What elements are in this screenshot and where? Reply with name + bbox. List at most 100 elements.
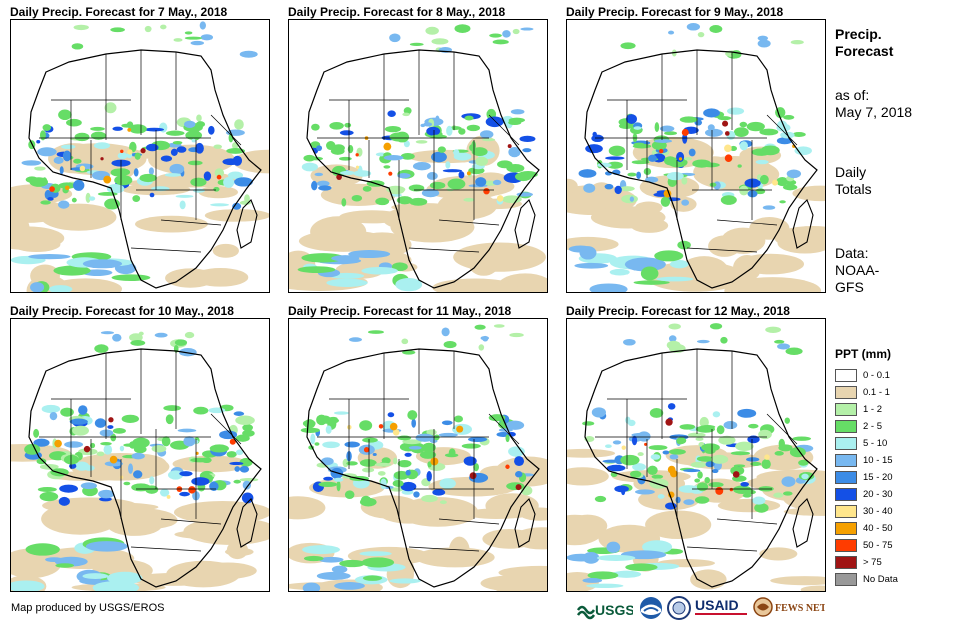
rain-cell <box>301 162 318 172</box>
rain-cell <box>427 461 432 468</box>
totals-line: Daily <box>835 164 867 180</box>
dry-patch <box>465 508 528 520</box>
rain-cell <box>419 450 437 459</box>
rain-cell <box>704 476 710 484</box>
rain-cell <box>314 172 324 177</box>
rain-cell <box>794 146 812 156</box>
rain-cell <box>439 500 447 505</box>
rain-cell <box>729 145 738 152</box>
totals-block: Daily Totals <box>835 164 872 198</box>
legend-swatch <box>835 386 857 399</box>
rain-cell <box>479 130 494 139</box>
rain-cell <box>134 152 141 160</box>
rain-cell <box>690 461 707 468</box>
rain-cell <box>408 184 425 192</box>
rain-cell <box>632 463 647 471</box>
rain-cell <box>85 192 91 203</box>
rain-cell <box>710 454 729 464</box>
rain-cell <box>112 126 123 131</box>
dry-patch <box>173 501 269 524</box>
rain-cell <box>333 477 344 482</box>
rain-cell <box>662 450 670 455</box>
fews-net-logo-text: FEWS NET <box>775 603 825 614</box>
rain-cell <box>21 160 42 166</box>
rain-cell <box>782 491 793 496</box>
rain-cell <box>39 491 59 502</box>
heavy-rain-cell <box>644 442 648 446</box>
rain-band <box>587 571 619 580</box>
rain-cell <box>318 185 332 191</box>
rain-cell <box>679 424 696 430</box>
rain-cell <box>179 348 197 357</box>
rain-cell <box>777 343 790 350</box>
dry-patch <box>792 185 825 202</box>
rain-cell <box>592 131 597 138</box>
rain-cell <box>49 411 58 421</box>
rain-cell <box>747 190 758 198</box>
heavy-rain-cell <box>140 148 146 154</box>
rain-cell <box>505 420 525 430</box>
country-border <box>210 114 242 146</box>
rain-cell <box>341 198 347 207</box>
rain-cell <box>401 338 409 345</box>
rain-cell <box>393 457 398 465</box>
rain-cell <box>39 130 46 141</box>
rain-cell <box>340 170 356 176</box>
rain-cell <box>696 482 709 492</box>
rain-cell <box>235 449 244 456</box>
rain-cell <box>73 158 82 164</box>
rain-cell <box>697 471 703 479</box>
rain-cell <box>687 432 706 438</box>
rain-cell <box>37 487 57 492</box>
rain-cell <box>745 489 756 495</box>
rain-cell <box>114 175 133 186</box>
rain-band <box>609 268 630 276</box>
rain-cell <box>58 496 70 506</box>
precip-map <box>10 318 270 592</box>
rain-cell <box>64 441 84 448</box>
rain-cell <box>161 436 171 447</box>
heavy-rain-cell <box>229 438 236 445</box>
rain-band <box>611 570 642 578</box>
rain-cell <box>717 116 732 121</box>
dry-patch <box>567 178 578 194</box>
rain-cell <box>359 420 373 431</box>
heavy-rain-cell <box>355 165 360 169</box>
rain-cell <box>213 186 220 192</box>
rain-cell <box>163 405 181 412</box>
rain-cell <box>748 423 759 429</box>
usgs-logo: USGS <box>577 595 633 621</box>
dry-patch <box>567 514 608 538</box>
rain-cell <box>471 147 488 157</box>
rain-cell <box>326 141 336 151</box>
rain-cell <box>400 481 417 492</box>
heavy-rain-cell <box>659 148 664 154</box>
dry-patch <box>183 517 269 545</box>
rain-cell <box>519 135 536 142</box>
rain-cell <box>390 487 404 492</box>
rain-cell <box>117 152 128 160</box>
rain-cell <box>367 330 384 334</box>
rain-cell <box>112 428 126 434</box>
rain-cell <box>190 177 207 187</box>
country-border <box>488 114 520 146</box>
rain-cell <box>709 323 723 330</box>
rain-cell <box>58 109 72 121</box>
dry-patch <box>397 497 479 527</box>
rain-band <box>331 565 348 574</box>
rain-cell <box>209 444 229 453</box>
rain-cell <box>362 437 378 443</box>
rain-cell <box>437 146 446 153</box>
rain-cell <box>686 23 701 31</box>
rain-cell <box>708 482 724 488</box>
rain-cell <box>311 123 320 131</box>
rain-cell <box>99 429 114 437</box>
heavy-rain-cell <box>119 475 124 480</box>
rain-band <box>302 582 321 591</box>
rain-cell <box>195 142 204 154</box>
country-border <box>766 413 798 445</box>
rain-cell <box>234 466 241 472</box>
rain-band <box>326 278 368 287</box>
rain-cell <box>629 470 642 478</box>
map-credit: Map produced by USGS/EROS <box>11 602 165 614</box>
